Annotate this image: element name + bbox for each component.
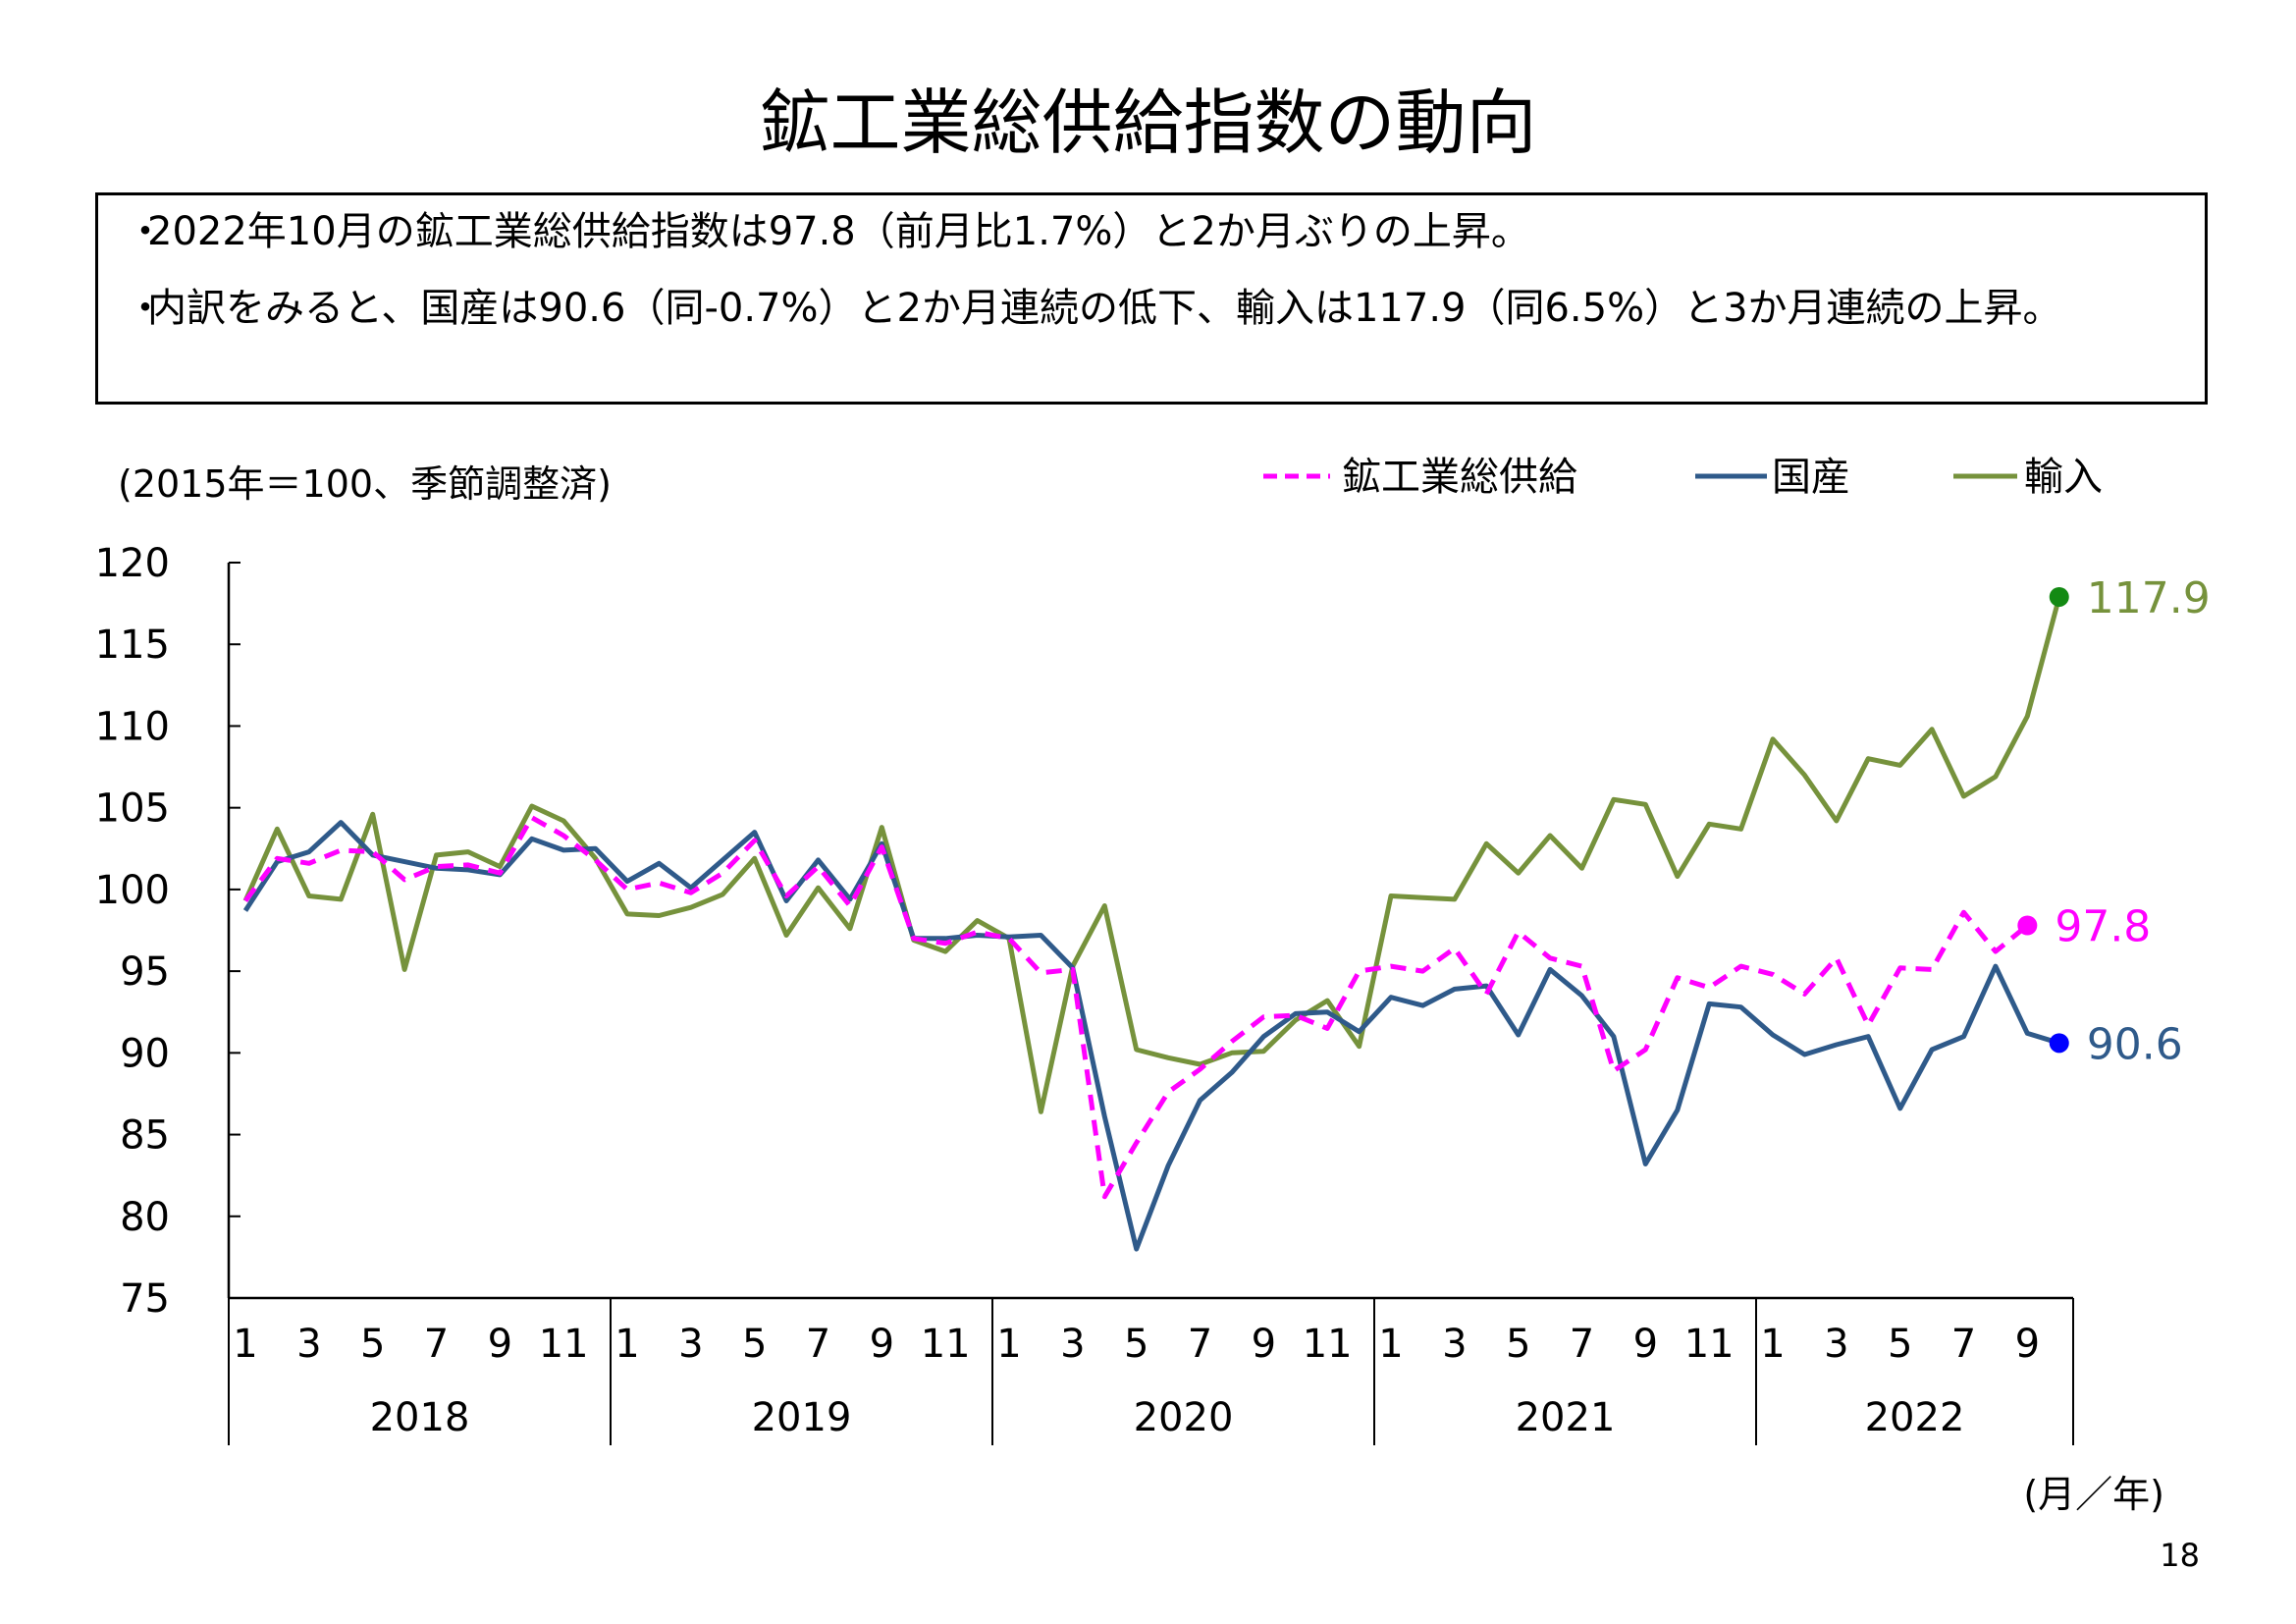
x-month-label: 11 xyxy=(1684,1322,1735,1367)
end-point-marker xyxy=(2049,1033,2069,1054)
summary-box: ・ 2022年10月の鉱工業総供給指数は97.8（前月比1.7%）と2か月ぶりの… xyxy=(95,192,2208,405)
x-month-label: 5 xyxy=(1124,1322,1148,1367)
x-year-label: 2020 xyxy=(1134,1395,1234,1440)
end-value-label: 117.9 xyxy=(2087,573,2211,623)
y-tick-label: 115 xyxy=(95,623,170,668)
x-month-label: 9 xyxy=(870,1322,894,1367)
legend-label: 鉱工業総供給 xyxy=(1342,455,1577,500)
legend: 鉱工業総供給 国産 輸入 xyxy=(1263,455,2103,500)
x-month-label: 1 xyxy=(1378,1322,1403,1367)
bullet-mark: ・ xyxy=(126,286,165,331)
x-month-label: 5 xyxy=(1888,1322,1912,1367)
y-tick-label: 110 xyxy=(95,704,170,749)
y-tick-label: 85 xyxy=(120,1113,170,1159)
x-month-label: 3 xyxy=(1442,1322,1467,1367)
x-month-label: 9 xyxy=(1633,1322,1658,1367)
x-month-label: 3 xyxy=(296,1322,321,1367)
x-year-label: 2019 xyxy=(752,1395,852,1440)
x-month-label: 7 xyxy=(806,1322,830,1367)
bullet-mark: ・ xyxy=(126,209,165,254)
x-month-label: 3 xyxy=(678,1322,703,1367)
y-tick-label: 95 xyxy=(120,949,170,995)
x-year-label: 2022 xyxy=(1865,1395,1965,1440)
x-month-label: 5 xyxy=(1506,1322,1530,1367)
x-month-label: 1 xyxy=(1760,1322,1785,1367)
end-value-label: 90.6 xyxy=(2087,1019,2183,1069)
page-title: 鉱工業総供給指数の動向 xyxy=(759,81,1537,164)
x-month-label: 1 xyxy=(614,1322,639,1367)
x-month-label: 11 xyxy=(1303,1322,1353,1367)
x-month-label: 11 xyxy=(539,1322,589,1367)
x-month-label: 9 xyxy=(488,1322,512,1367)
x-month-label: 7 xyxy=(1188,1322,1212,1367)
x-year-label: 2018 xyxy=(370,1395,470,1440)
summary-bullet-1: ・ 2022年10月の鉱工業総供給指数は97.8（前月比1.7%）と2か月ぶりの… xyxy=(126,207,1530,256)
legend-label: 輸入 xyxy=(2024,455,2103,500)
end-value-label: 97.8 xyxy=(2055,902,2151,952)
y-tick-label: 105 xyxy=(95,786,170,832)
unit-note: (2015年＝100、季節調整済) xyxy=(118,462,612,506)
y-tick-label: 90 xyxy=(120,1031,170,1076)
x-month-label: 7 xyxy=(1570,1322,1594,1367)
series-line-0 xyxy=(242,815,2029,1200)
x-month-label: 1 xyxy=(996,1322,1021,1367)
x-month-label: 7 xyxy=(1951,1322,1976,1367)
summary-text-1: 2022年10月の鉱工業総供給指数は97.8（前月比1.7%）と2か月ぶりの上昇… xyxy=(147,209,1530,254)
x-year-label: 2021 xyxy=(1516,1395,1616,1440)
end-point-marker xyxy=(2049,586,2069,607)
summary-text-2: 内訳をみると、国産は90.6（同-0.7%）と2か月連続の低下、輸入は117.9… xyxy=(147,286,2062,331)
x-month-label: 1 xyxy=(233,1322,257,1367)
end-point-marker xyxy=(2017,915,2038,936)
y-tick-label: 80 xyxy=(120,1195,170,1240)
y-tick-label: 100 xyxy=(95,868,170,913)
series-layer: 97.8 90.6 117.9 xyxy=(242,573,2211,1252)
x-month-label: 11 xyxy=(921,1322,971,1367)
y-tick-label: 75 xyxy=(120,1276,170,1322)
x-month-label: 3 xyxy=(1824,1322,1848,1367)
series-line-2 xyxy=(242,596,2062,1114)
summary-bullet-2: ・ 内訳をみると、国産は90.6（同-0.7%）と2か月連続の低下、輸入は117… xyxy=(126,284,2167,333)
x-month-label: 5 xyxy=(360,1322,385,1367)
legend-label: 国産 xyxy=(1772,455,1850,500)
page-number: 18 xyxy=(2160,1537,2200,1574)
x-month-label: 7 xyxy=(424,1322,449,1367)
x-month-label: 9 xyxy=(2015,1322,2040,1367)
y-tick-label: 120 xyxy=(95,541,170,586)
x-month-label: 3 xyxy=(1060,1322,1085,1367)
series-line-1 xyxy=(242,820,2060,1252)
x-month-label: 5 xyxy=(742,1322,767,1367)
x-month-label: 9 xyxy=(1252,1322,1276,1367)
x-axis-unit-label: (月／年) xyxy=(2023,1473,2164,1516)
